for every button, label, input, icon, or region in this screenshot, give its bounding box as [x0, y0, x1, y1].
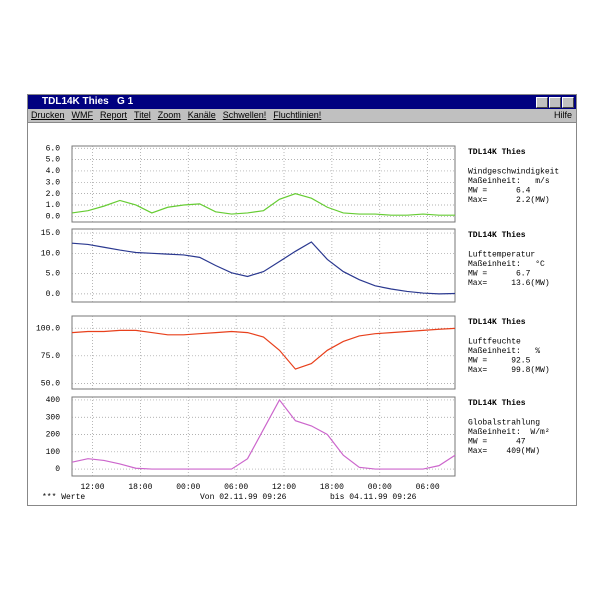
- menu-item[interactable]: Fluchtlinien!: [273, 110, 322, 120]
- range-to: bis 04.11.99 09:26: [330, 493, 417, 502]
- menu-item[interactable]: Kanäle: [187, 110, 216, 120]
- panel-line: Max= 409(MW): [468, 447, 540, 456]
- window-title: TDL14K Thies G 1: [42, 96, 134, 107]
- plot-frame: [71, 315, 456, 390]
- y-tick-label: 0.0: [46, 290, 61, 299]
- y-tick-label: 300: [46, 413, 61, 422]
- y-tick-label: 1.0: [46, 201, 61, 210]
- panel-line: Max= 13.6(MW): [468, 279, 550, 288]
- y-tick-label: 10.0: [41, 249, 60, 258]
- status-text: *** Werte: [42, 493, 85, 502]
- plot-frame: [71, 228, 456, 303]
- title-bar: TDL14K Thies G 1: [28, 95, 576, 109]
- menu-bar: Drucken WMF Report Titel Zoom Kanäle Schwellen…: [28, 109, 576, 123]
- menu-item[interactable]: Drucken: [31, 110, 65, 120]
- menu-item[interactable]: Report: [100, 110, 128, 120]
- panel-line: Maßeinheit: %: [468, 347, 540, 356]
- panel-title: TDL14K Thies: [468, 318, 526, 327]
- y-tick-label: 15.0: [41, 229, 60, 238]
- maximize-button[interactable]: [549, 97, 561, 108]
- menu-item[interactable]: WMF: [71, 110, 94, 120]
- x-tick-label: 06:00: [224, 483, 248, 492]
- panel-line: Max= 99.8(MW): [468, 366, 550, 375]
- panel-line: Maßeinheit: m/s: [468, 177, 550, 186]
- panel-line: Maßeinheit: °C: [468, 260, 545, 269]
- y-tick-label: 100.0: [36, 324, 60, 333]
- panel-line: Lufttemperatur: [468, 251, 535, 260]
- data-line: [71, 327, 456, 370]
- panel-line: Windgeschwindigkeit: [468, 168, 559, 177]
- y-tick-label: 50.0: [41, 380, 60, 389]
- y-tick-label: 400: [46, 396, 61, 405]
- menu-item[interactable]: Schwellen!: [222, 110, 267, 120]
- data-line: [71, 193, 455, 216]
- y-tick-label: 4.0: [46, 167, 61, 176]
- plot-frame: [71, 145, 456, 223]
- menu-item[interactable]: Zoom: [157, 110, 181, 120]
- panel-title: TDL14K Thies: [468, 231, 526, 240]
- data-line: [71, 398, 456, 470]
- minimize-button[interactable]: [536, 97, 548, 108]
- menu-item[interactable]: Hilfe: [553, 110, 572, 120]
- x-tick-label: 12:00: [272, 483, 296, 492]
- panel-line: MW = 6.4: [468, 187, 531, 196]
- data-line: [71, 241, 456, 295]
- panel-title: TDL14K Thies: [468, 399, 526, 408]
- x-tick-label: 00:00: [368, 483, 392, 492]
- panel-line: Max= 2.2(MW): [468, 196, 550, 205]
- x-tick-label: 12:00: [80, 483, 104, 492]
- panel-line: MW = 92.5: [468, 357, 531, 366]
- x-tick-label: 18:00: [128, 483, 152, 492]
- menu-item[interactable]: Titel: [134, 110, 151, 120]
- panel-line: Globalstrahlung: [468, 419, 540, 428]
- x-tick-label: 18:00: [320, 483, 344, 492]
- y-tick-label: 6.0: [46, 144, 61, 153]
- panel-line: Maßeinheit: W/m²: [468, 428, 550, 437]
- range-from: Von 02.11.99 09:26: [200, 493, 287, 502]
- y-tick-label: 5.0: [46, 270, 61, 279]
- panel-line: Luftfeuchte: [468, 338, 521, 347]
- y-tick-label: 3.0: [46, 178, 61, 187]
- y-tick-label: 0: [55, 465, 60, 474]
- panel-title: TDL14K Thies: [468, 148, 526, 157]
- y-tick-label: 200: [46, 431, 61, 440]
- app-window: TDL14K Thies G 1 Drucken WMF Report Titel Zo…: [27, 94, 577, 506]
- y-tick-label: 75.0: [41, 352, 60, 361]
- y-tick-label: 0.0: [46, 212, 61, 221]
- y-tick-label: 100: [46, 448, 61, 457]
- x-tick-label: 00:00: [176, 483, 200, 492]
- plot-frame: [71, 396, 456, 477]
- x-tick-label: 06:00: [416, 483, 440, 492]
- close-button[interactable]: [562, 97, 574, 108]
- y-tick-label: 5.0: [46, 156, 61, 165]
- y-tick-label: 2.0: [46, 190, 61, 199]
- panel-line: MW = 47: [468, 438, 526, 447]
- panel-line: MW = 6.7: [468, 270, 531, 279]
